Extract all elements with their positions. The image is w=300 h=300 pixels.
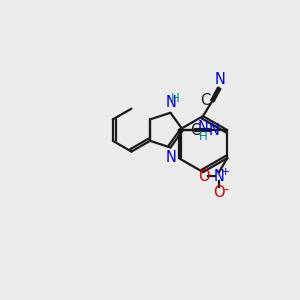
Text: O: O: [213, 185, 225, 200]
Text: H: H: [171, 92, 180, 104]
Text: N: N: [208, 123, 219, 138]
Text: C: C: [200, 93, 211, 108]
Text: N: N: [197, 120, 208, 135]
Text: N: N: [214, 169, 224, 184]
Text: C: C: [190, 123, 200, 138]
Text: N: N: [215, 72, 226, 87]
Text: N: N: [166, 95, 176, 110]
Text: H: H: [199, 130, 208, 143]
Text: N: N: [166, 150, 176, 165]
Text: O: O: [198, 169, 209, 184]
Text: -: -: [223, 184, 228, 197]
Text: +: +: [221, 167, 230, 177]
